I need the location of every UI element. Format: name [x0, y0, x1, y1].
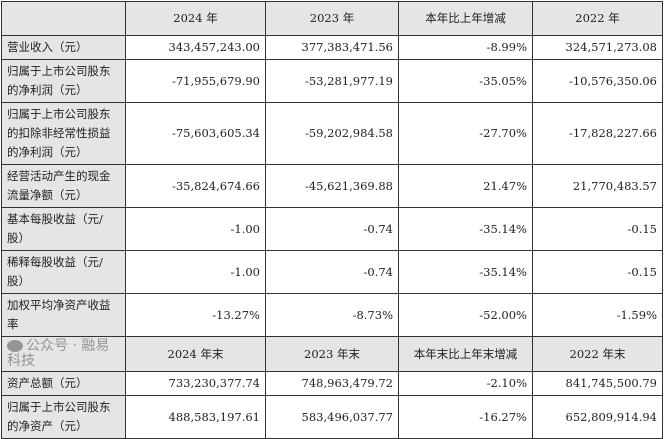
cell-value: 841,745,500.79 — [532, 371, 663, 396]
cell-value: 21.47% — [398, 164, 533, 208]
cell-value: -53,281,977.19 — [265, 59, 399, 103]
table-row: 经营活动产生的现金流量净额（元） -35,824,674.66 -45,621,36… — [1, 164, 663, 208]
watermark-text: 公众号 · 融易科技 — [7, 338, 110, 369]
column-header: 2024 年末 — [125, 336, 266, 372]
cell-value: -2.10% — [398, 371, 533, 396]
cell-value: -1.00 — [125, 207, 266, 251]
table-row: 归属于上市公司股东的扣除非经常性损益的净利润（元） -75,603,605.34-… — [1, 102, 663, 165]
row-label: 归属于上市公司股东的净资产（元） — [1, 395, 126, 439]
header-row: 公众号 · 融易科技 2024 年末 2023 年末 本年末比上年末增减 2022 年末 — [1, 336, 663, 372]
table-row: 基本每股收益（元/股） -1.00 -0.74 -35.14% -0.15 — [1, 207, 663, 251]
cell-value: -0.74 — [265, 207, 399, 251]
cell-value: -17,828,227.66 — [532, 102, 663, 165]
cell-value: -59,202,984.58 — [265, 102, 399, 165]
cell-value: -8.99% — [398, 35, 533, 60]
cell-value: -27.70% — [398, 102, 533, 165]
cell-value: 377,383,471.56 — [265, 35, 399, 60]
cell-value: -35.05% — [398, 59, 533, 103]
watermark: 公众号 · 融易科技 — [7, 339, 120, 369]
cell-value: -35.14% — [398, 207, 533, 251]
cell-value: -0.74 — [265, 250, 399, 294]
cell-value: -75,603,605.34 — [125, 102, 266, 165]
column-header: 2022 年末 — [532, 336, 663, 372]
cell-value: -71,955,679.90 — [125, 59, 266, 103]
row-label: 加权平均净资产收益率 — [1, 293, 126, 337]
table-row: 资产总额（元） 733,230,377.74 748,963,479.72 -2.10… — [1, 371, 663, 396]
cell-value: 583,496,037.77 — [265, 395, 399, 439]
row-label: 资产总额（元） — [1, 371, 126, 396]
cell-value: -52.00% — [398, 293, 533, 337]
cell-value: -16.27% — [398, 395, 533, 439]
table-row: 加权平均净资产收益率 -13.27% -8.73% -52.00% -1.59% — [1, 293, 663, 337]
table-row: 营业收入（元） 343,457,243.00 377,383,471.56 -8.99… — [1, 35, 663, 60]
row-label: 稀释每股收益（元/股） — [1, 250, 126, 294]
column-header: 本年比上年增减 — [398, 1, 533, 36]
table-row: 归属于上市公司股东的净利润（元） -71,955,679.90 -53,281,97… — [1, 59, 663, 103]
cell-value: -1.00 — [125, 250, 266, 294]
column-header: 本年末比上年末增减 — [398, 336, 533, 372]
cell-value: -8.73% — [265, 293, 399, 337]
column-header: 2022 年 — [532, 1, 663, 36]
cell-value: -10,576,350.06 — [532, 59, 663, 103]
column-header — [1, 1, 126, 36]
cell-value: -0.15 — [532, 207, 663, 251]
cell-value: 488,583,197.61 — [125, 395, 266, 439]
cell-value: -0.15 — [532, 250, 663, 294]
column-header: 公众号 · 融易科技 — [1, 336, 126, 372]
cell-value: 21,770,483.57 — [532, 164, 663, 208]
row-label: 归属于上市公司股东的净利润（元） — [1, 59, 126, 103]
column-header: 2023 年末 — [265, 336, 399, 372]
row-label: 经营活动产生的现金流量净额（元） — [1, 164, 126, 208]
cell-value: 748,963,479.72 — [265, 371, 399, 396]
row-label: 基本每股收益（元/股） — [1, 207, 126, 251]
row-label: 归属于上市公司股东的扣除非经常性损益的净利润（元） — [1, 102, 126, 165]
row-label: 营业收入（元） — [1, 35, 126, 60]
cell-value: 343,457,243.00 — [125, 35, 266, 60]
cell-value: -45,621,369.88 — [265, 164, 399, 208]
cell-value: 733,230,377.74 — [125, 371, 266, 396]
column-header: 2024 年 — [125, 1, 266, 36]
wechat-icon — [7, 340, 23, 352]
table-row: 稀释每股收益（元/股） -1.00 -0.74 -35.14% -0.15 — [1, 250, 663, 294]
cell-value: -13.27% — [125, 293, 266, 337]
cell-value: -1.59% — [532, 293, 663, 337]
table-row: 归属于上市公司股东的净资产（元） 488,583,197.61 583,496,03… — [1, 395, 663, 439]
column-header: 2023 年 — [265, 1, 399, 36]
cell-value: -35,824,674.66 — [125, 164, 266, 208]
cell-value: 652,809,914.94 — [532, 395, 663, 439]
cell-value: 324,571,273.08 — [532, 35, 663, 60]
cell-value: -35.14% — [398, 250, 533, 294]
header-row: 2024 年 2023 年本年比上年增减 2022 年 — [1, 1, 663, 36]
